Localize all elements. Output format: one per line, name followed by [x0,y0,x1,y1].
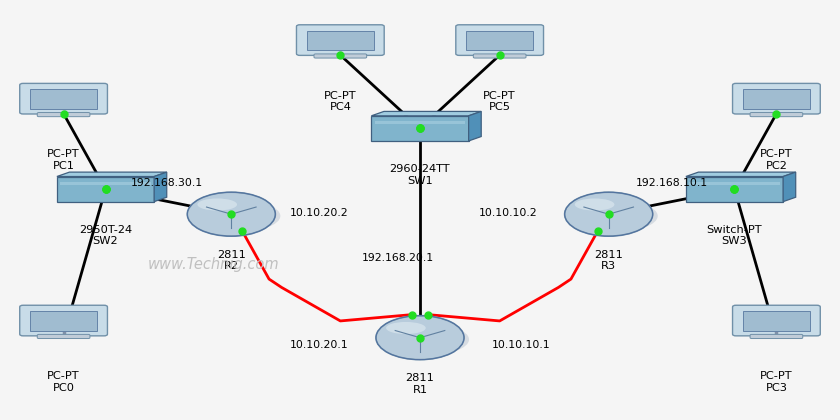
Text: www.Technig.com: www.Technig.com [148,257,279,272]
Polygon shape [469,111,481,141]
Text: 10.10.10.1: 10.10.10.1 [491,340,550,350]
Text: PC-PT
PC2: PC-PT PC2 [760,149,793,171]
FancyBboxPatch shape [473,54,526,58]
Text: 2811
R2: 2811 R2 [217,250,246,271]
Polygon shape [57,172,166,176]
Ellipse shape [188,200,281,232]
FancyBboxPatch shape [307,31,374,50]
Text: 2950T-24
SW2: 2950T-24 SW2 [79,225,132,246]
FancyBboxPatch shape [743,89,810,109]
FancyBboxPatch shape [60,181,151,185]
FancyBboxPatch shape [750,113,803,117]
FancyBboxPatch shape [743,311,810,331]
Text: Switch-PT
SW3: Switch-PT SW3 [706,225,762,246]
Text: 10.10.20.2: 10.10.20.2 [290,208,349,218]
FancyBboxPatch shape [297,25,384,55]
Circle shape [564,192,653,236]
FancyBboxPatch shape [750,334,803,339]
FancyBboxPatch shape [466,31,533,50]
FancyBboxPatch shape [456,25,543,55]
FancyBboxPatch shape [30,311,97,331]
Text: 2811
R1: 2811 R1 [406,373,434,395]
Text: PC-PT
PC5: PC-PT PC5 [483,91,516,112]
Ellipse shape [565,200,658,232]
Text: 192.168.10.1: 192.168.10.1 [636,178,707,188]
Polygon shape [783,172,795,202]
FancyBboxPatch shape [732,305,821,336]
Circle shape [376,316,464,360]
FancyBboxPatch shape [685,176,783,202]
Text: PC-PT
PC0: PC-PT PC0 [47,371,80,393]
FancyBboxPatch shape [37,113,90,117]
Text: PC-PT
PC1: PC-PT PC1 [47,149,80,171]
FancyBboxPatch shape [375,121,465,124]
Ellipse shape [575,199,614,210]
FancyBboxPatch shape [314,54,367,58]
FancyBboxPatch shape [57,176,155,202]
FancyBboxPatch shape [19,305,108,336]
Ellipse shape [197,199,237,210]
FancyBboxPatch shape [37,334,90,339]
FancyBboxPatch shape [371,116,469,141]
Ellipse shape [376,323,469,356]
Ellipse shape [386,322,426,334]
FancyBboxPatch shape [30,89,97,109]
Text: 192.168.20.1: 192.168.20.1 [361,253,433,263]
Text: 10.10.20.1: 10.10.20.1 [290,340,349,350]
Polygon shape [685,172,795,176]
FancyBboxPatch shape [19,84,108,114]
Text: 10.10.10.2: 10.10.10.2 [479,208,538,218]
Polygon shape [371,111,481,116]
Text: PC-PT
PC4: PC-PT PC4 [324,91,357,112]
FancyBboxPatch shape [732,84,821,114]
Text: 192.168.30.1: 192.168.30.1 [131,178,202,188]
Text: 2960-24TT
SW1: 2960-24TT SW1 [390,164,450,186]
Text: 2811
R3: 2811 R3 [594,250,623,271]
Text: PC-PT
PC3: PC-PT PC3 [760,371,793,393]
Polygon shape [155,172,166,202]
FancyBboxPatch shape [689,181,780,185]
Circle shape [187,192,276,236]
